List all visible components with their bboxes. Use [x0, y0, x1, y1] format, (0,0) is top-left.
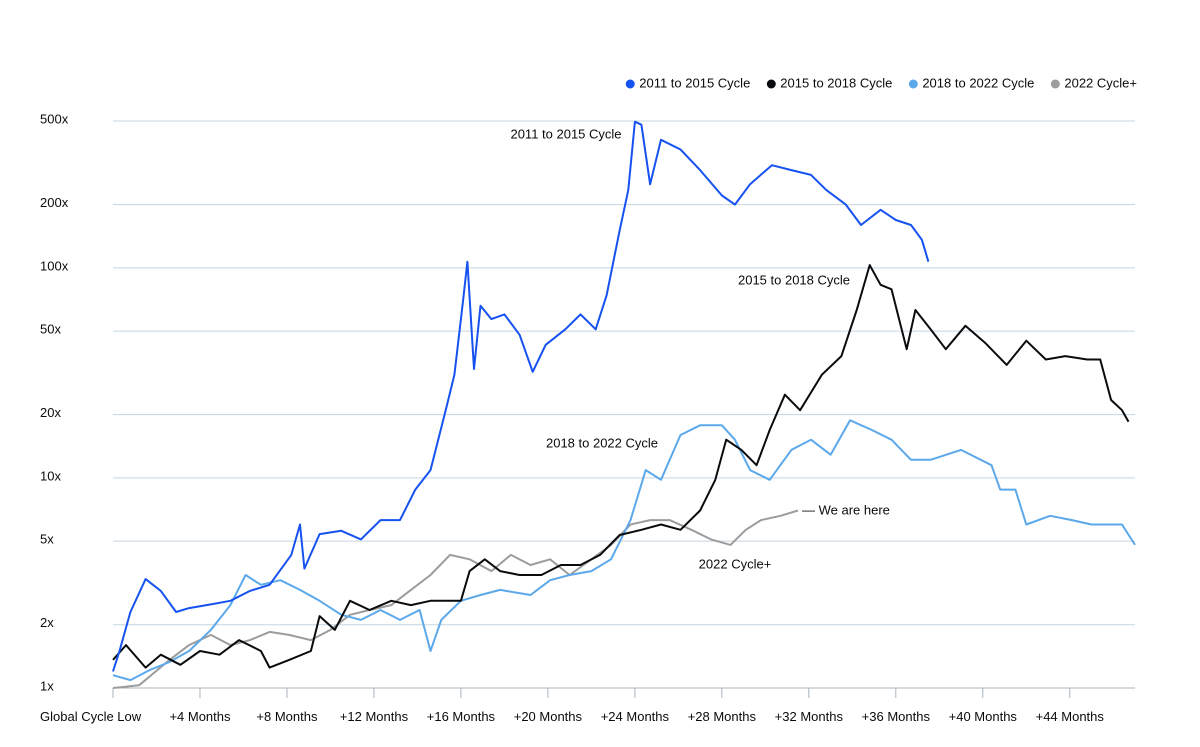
annotation: 2022 Cycle+ — [699, 556, 772, 571]
x-tick-label: +12 Months — [340, 709, 409, 724]
x-tick-label: Global Cycle Low — [40, 709, 142, 724]
y-tick-label: 500x — [40, 111, 69, 126]
x-tick-label: +32 Months — [775, 709, 844, 724]
legend-label: 2011 to 2015 Cycle — [639, 75, 750, 90]
x-tick-label: +44 Months — [1036, 709, 1105, 724]
y-tick-label: 2x — [40, 615, 54, 630]
x-tick-label: +40 Months — [949, 709, 1018, 724]
x-tick-label: +24 Months — [601, 709, 670, 724]
x-tick-label: +8 Months — [256, 709, 318, 724]
legend-label: 2022 Cycle+ — [1064, 75, 1137, 90]
x-tick-label: +20 Months — [514, 709, 583, 724]
legend-label: 2018 to 2022 Cycle — [922, 75, 1034, 90]
legend-marker — [1050, 79, 1060, 89]
series-line — [112, 419, 1136, 682]
y-tick-label: 10x — [40, 468, 61, 483]
series-line — [112, 264, 1130, 669]
legend-marker — [625, 79, 635, 89]
legend-marker — [908, 79, 918, 89]
y-tick-label: 1x — [40, 678, 54, 693]
series-line — [112, 120, 930, 672]
x-tick-label: +4 Months — [169, 709, 231, 724]
x-tick-label: +36 Months — [862, 709, 931, 724]
y-tick-label: 200x — [40, 195, 69, 210]
annotation: 2018 to 2022 Cycle — [546, 435, 658, 450]
series-line — [112, 509, 799, 689]
y-tick-label: 50x — [40, 322, 61, 337]
annotation: 2011 to 2015 Cycle — [510, 126, 621, 141]
x-tick-label: +16 Months — [427, 709, 496, 724]
y-tick-label: 5x — [40, 532, 54, 547]
annotation: 2015 to 2018 Cycle — [738, 272, 850, 287]
x-tick-label: +28 Months — [688, 709, 757, 724]
y-tick-label: 100x — [40, 258, 69, 273]
annotation: — We are here — [802, 502, 890, 517]
legend-marker — [766, 79, 776, 89]
y-tick-label: 20x — [40, 405, 61, 420]
legend-label: 2015 to 2018 Cycle — [780, 75, 892, 90]
